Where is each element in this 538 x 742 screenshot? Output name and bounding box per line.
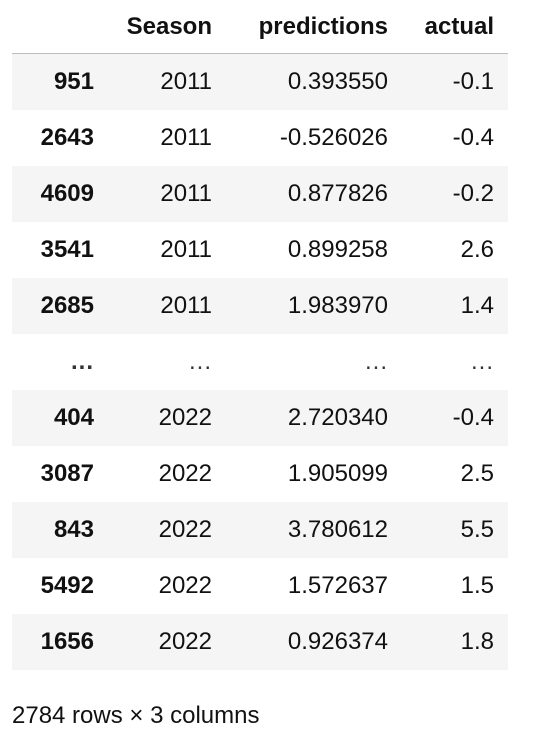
predictions-cell: 1.983970 [287, 292, 388, 319]
actual-cell: ... [470, 348, 494, 375]
index-column-header [12, 0, 108, 54]
truncation-row: ... ... ... ... [12, 334, 508, 390]
season-cell: 2011 [160, 292, 212, 319]
season-cell: 2022 [158, 404, 212, 431]
predictions-cell: 3.780612 [287, 516, 388, 543]
table-header: Season predictions actual [12, 0, 508, 54]
season-cell: 2022 [158, 572, 212, 599]
table-row: 3087 2022 1.905099 2.5 [12, 446, 508, 502]
season-cell: 2011 [160, 180, 212, 207]
column-header-predictions: predictions [226, 0, 402, 54]
actual-cell: 1.8 [460, 628, 494, 655]
table-row: 2685 2011 1.983970 1.4 [12, 278, 508, 334]
row-index: 2685 [40, 292, 94, 319]
table-row: 951 2011 0.393550 -0.1 [12, 53, 508, 110]
actual-cell: 2.5 [460, 460, 494, 487]
dataframe-table: Season predictions actual 951 2011 0.393… [12, 0, 508, 670]
predictions-cell: 1.572637 [287, 572, 388, 599]
row-index: 1656 [40, 628, 94, 655]
predictions-cell: ... [364, 348, 388, 375]
column-header-season: Season [108, 0, 226, 54]
predictions-cell: 0.899258 [287, 236, 388, 263]
actual-cell: 2.6 [460, 236, 494, 263]
actual-cell: -0.2 [452, 180, 494, 207]
dataframe-shape-summary: 2784 rows × 3 columns [12, 702, 260, 729]
actual-cell: 1.4 [460, 292, 494, 319]
row-index: 4609 [40, 180, 94, 207]
season-cell: 2022 [158, 516, 212, 543]
table-row: 404 2022 2.720340 -0.4 [12, 390, 508, 446]
row-index: 3541 [40, 236, 94, 263]
predictions-cell: 1.905099 [287, 460, 388, 487]
header-row: Season predictions actual [12, 0, 508, 54]
dataframe-output: Season predictions actual 951 2011 0.393… [12, 0, 508, 670]
predictions-cell: -0.526026 [279, 124, 388, 151]
table-body: 951 2011 0.393550 -0.1 2643 2011 -0.5260… [12, 53, 508, 670]
row-index: 404 [53, 404, 94, 431]
row-index: 5492 [40, 572, 94, 599]
row-index: ... [70, 348, 94, 375]
actual-cell: -0.4 [452, 404, 494, 431]
actual-cell: 1.5 [460, 572, 494, 599]
row-index: 2643 [40, 124, 94, 151]
season-cell: 2011 [160, 236, 212, 263]
row-index: 951 [53, 68, 94, 95]
table-row: 843 2022 3.780612 5.5 [12, 502, 508, 558]
season-cell: 2011 [160, 68, 212, 95]
row-index: 843 [53, 516, 94, 543]
actual-cell: -0.1 [452, 68, 494, 95]
table-row: 4609 2011 0.877826 -0.2 [12, 166, 508, 222]
season-cell: 2022 [158, 628, 212, 655]
table-row: 5492 2022 1.572637 1.5 [12, 558, 508, 614]
table-row: 2643 2011 -0.526026 -0.4 [12, 110, 508, 166]
season-cell: ... [188, 348, 212, 375]
predictions-cell: 0.877826 [287, 180, 388, 207]
column-header-actual: actual [402, 0, 508, 54]
predictions-cell: 2.720340 [287, 404, 388, 431]
actual-cell: 5.5 [460, 516, 494, 543]
table-row: 3541 2011 0.899258 2.6 [12, 222, 508, 278]
table-row: 1656 2022 0.926374 1.8 [12, 614, 508, 670]
actual-cell: -0.4 [452, 124, 494, 151]
season-cell: 2011 [160, 124, 212, 151]
predictions-cell: 0.926374 [287, 628, 388, 655]
predictions-cell: 0.393550 [287, 68, 388, 95]
season-cell: 2022 [158, 460, 212, 487]
row-index: 3087 [40, 460, 94, 487]
